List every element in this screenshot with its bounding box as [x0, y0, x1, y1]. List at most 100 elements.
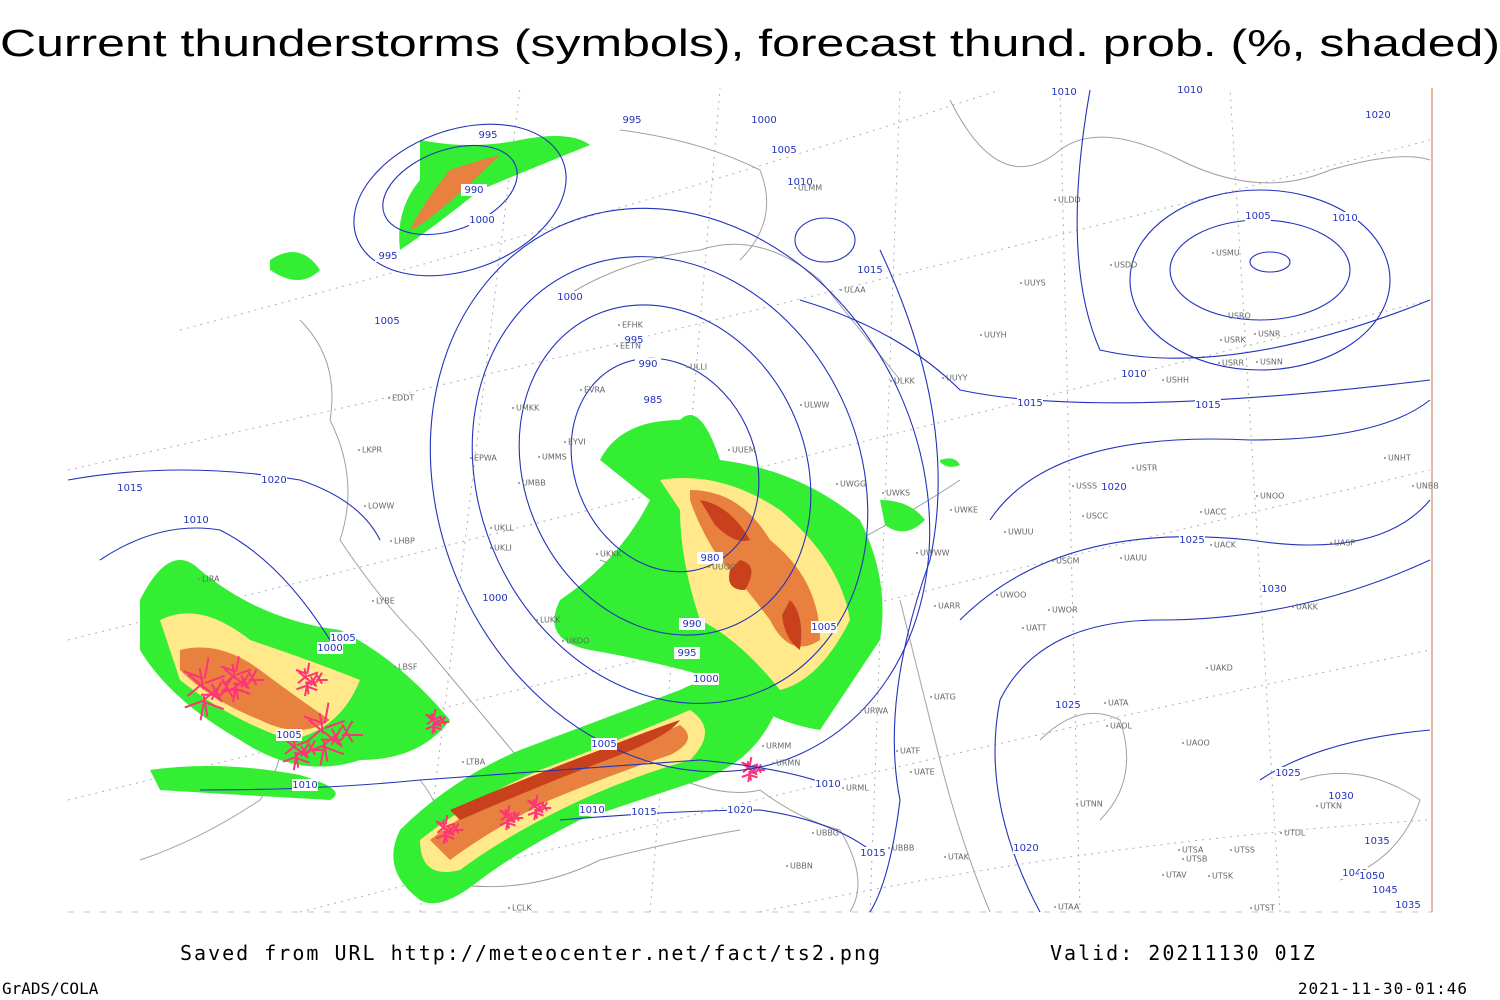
station-dot: [794, 187, 796, 189]
isobar-label-bg: [693, 673, 719, 685]
station-dot: [1182, 742, 1184, 744]
station-dot: [1224, 315, 1226, 317]
isobar-label-bg: [815, 778, 841, 790]
station-dot: [1004, 531, 1006, 533]
title: Current thunderstorms (symbols), forecas…: [0, 23, 1500, 65]
station-dot: [728, 449, 730, 451]
storm-symbol: [499, 804, 524, 831]
station-label: USHH: [1166, 376, 1189, 385]
station-label: UTNN: [1080, 800, 1103, 809]
valid-time: Valid: 20211130 01Z: [1050, 941, 1317, 965]
station-dot: [1110, 264, 1112, 266]
station-label: ULWW: [804, 401, 829, 410]
station-label: UNOO: [1260, 492, 1284, 501]
station-dot: [616, 345, 618, 347]
station-label: UNBB: [1416, 482, 1439, 491]
isobar-label-bg: [1364, 835, 1390, 847]
station-label: UBBB: [892, 844, 914, 853]
station-dot: [1254, 333, 1256, 335]
station-dot: [536, 619, 538, 621]
station-dot: [1250, 907, 1252, 909]
isobar-label-bg: [1261, 583, 1287, 595]
isobar-label: 1035: [1364, 836, 1389, 847]
storm-symbol: [303, 702, 363, 766]
station-label: UTSA: [1182, 846, 1204, 855]
isobar-label: 1000: [751, 115, 776, 126]
isobar-label-bg: [787, 176, 813, 188]
isobar-label-bg: [860, 847, 886, 859]
station-label: USTR: [1136, 464, 1158, 473]
isobar-label: 1025: [1275, 768, 1300, 779]
isobar-label-bg: [1332, 212, 1358, 224]
isobar-label-bg: [621, 334, 647, 346]
isobar-label-bg: [183, 514, 209, 526]
source-url: Saved from URL http://meteocenter.net/fa…: [180, 941, 882, 965]
station-dot: [1054, 906, 1056, 908]
station-label: UAUU: [1124, 554, 1147, 563]
isobar-label-bg: [292, 779, 318, 791]
isobar-label: 1010: [1177, 85, 1202, 96]
isobar-label: 1010: [579, 805, 604, 816]
isobar-label: 1020: [261, 475, 286, 486]
station-label: UUOO: [712, 563, 736, 572]
station-label: LOWW: [368, 502, 394, 511]
station-label: UWOR: [1052, 606, 1078, 615]
storm-symbol: [183, 657, 243, 721]
station-dot: [1104, 702, 1106, 704]
isobar-label-bg: [1365, 109, 1391, 121]
station-label: UKKK: [600, 550, 622, 559]
station-dot: [786, 865, 788, 867]
station-dot: [686, 366, 688, 368]
isobar-label: 1045: [1372, 885, 1397, 896]
isobar-label: 1015: [631, 807, 656, 818]
station-label: UATG: [934, 693, 956, 702]
isobar-label-bg: [679, 618, 705, 630]
station-dot: [372, 600, 374, 602]
station-dot: [394, 666, 396, 668]
station-label: UTKN: [1320, 802, 1342, 811]
isobar-label-bg: [261, 474, 287, 486]
station-label: UMMS: [542, 453, 567, 462]
isobar-label-bg: [1177, 84, 1203, 96]
station-label: USRK: [1224, 336, 1246, 345]
station-dot: [1208, 875, 1210, 877]
station-dot: [564, 441, 566, 443]
isobar-label: 1000: [693, 674, 718, 685]
isobar-label-bg: [640, 394, 666, 406]
isobar-label: 1020: [1101, 482, 1126, 493]
station-dot: [1178, 849, 1180, 851]
station-dot: [1384, 457, 1386, 459]
station-dot: [980, 334, 982, 336]
isobar-label: 1005: [374, 316, 399, 327]
station-dot: [1230, 849, 1232, 851]
isobar-label: 995: [677, 648, 696, 659]
station-label: ULLI: [690, 363, 707, 372]
station-dot: [358, 449, 360, 451]
isobar-label-bg: [1372, 884, 1398, 896]
isobar-label: 1020: [1365, 110, 1390, 121]
isobar-label: 1010: [1332, 213, 1357, 224]
station-label: LYBE: [376, 597, 395, 606]
isobar-label-bg: [1395, 899, 1421, 911]
isobar-label: 1010: [787, 177, 812, 188]
station-label: LHBP: [394, 537, 415, 546]
station-dot: [538, 456, 540, 458]
isobar-label-bg: [1055, 699, 1081, 711]
station-label: EYVI: [568, 438, 586, 447]
station-label: EETN: [620, 342, 641, 351]
isobar-label-bg: [330, 632, 356, 644]
station-label: ULKK: [894, 377, 916, 386]
isobar-label: 1015: [857, 265, 882, 276]
isobar-label-bg: [1017, 397, 1043, 409]
station-labels: EDDT LKPR LOWW LHBP LIRA LYBE LBSF EPWA UMKK UMMS…: [198, 184, 1439, 913]
station-dot: [1132, 467, 1134, 469]
isobar-label: 1010: [183, 515, 208, 526]
station-dot: [508, 907, 510, 909]
station-label: UAKD: [1210, 664, 1233, 673]
station-label: UASP: [1334, 539, 1355, 548]
station-label: UBBN: [790, 862, 813, 871]
isobar-label-bg: [276, 729, 302, 741]
isobar-label-bg: [482, 592, 508, 604]
station-label: UTST: [1254, 904, 1275, 913]
